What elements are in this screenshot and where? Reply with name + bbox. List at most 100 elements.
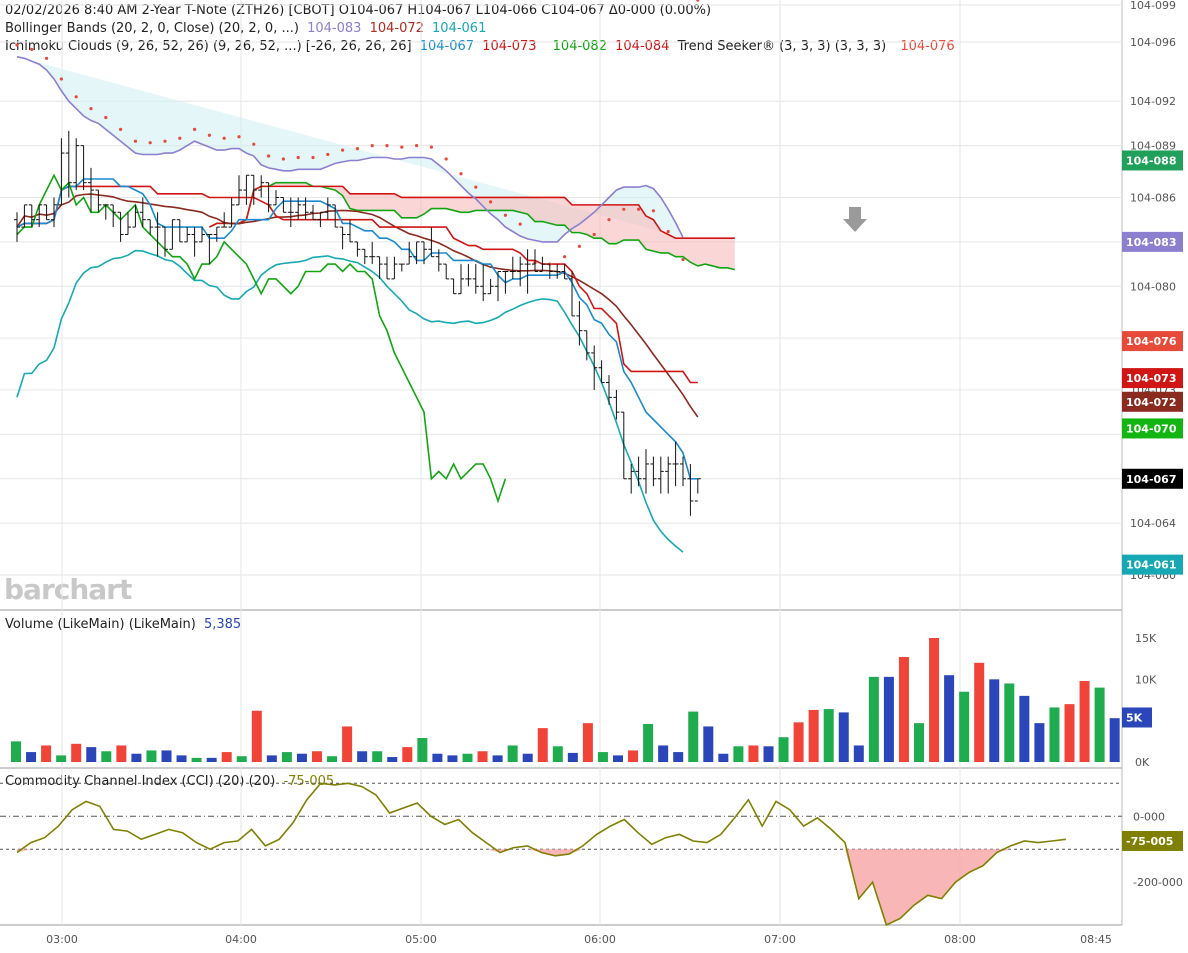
ohlc-bar: [51, 197, 57, 228]
time-tick-label: 03:00: [46, 933, 78, 946]
ohlc-bar: [509, 256, 516, 279]
ichimoku-legend-label: Ichimoku Clouds (9, 26, 52, 26) (9, 26, …: [5, 39, 412, 54]
svg-text:104-070: 104-070: [1126, 422, 1177, 435]
volume-bar: [387, 757, 398, 762]
ohlc-bar: [694, 478, 701, 502]
volume-bar: [101, 751, 112, 762]
ichimoku-cloud-fill: [209, 182, 735, 270]
trend-seeker-dot: [296, 155, 300, 160]
ohlc-bar: [236, 175, 242, 206]
volume-bar: [959, 691, 970, 762]
trend-seeker-dot: [193, 127, 197, 131]
volume-bar: [597, 752, 608, 762]
volume-bar: [161, 750, 172, 762]
ohlc-bar: [14, 212, 20, 242]
ohlc-bar: [58, 138, 65, 206]
trend-seeker-dot: [119, 127, 123, 131]
trend-arrow-icon: [843, 207, 867, 232]
trend-seeker-dot: [252, 142, 256, 146]
ohlc-bar: [354, 241, 361, 257]
price-tick-label: 104-099: [1130, 0, 1176, 12]
ichimoku-span-b-line: [209, 185, 735, 239]
price-last-value-badge: 104-083: [1122, 231, 1183, 252]
volume-bar: [56, 755, 67, 762]
ohlc-bar: [184, 227, 191, 243]
volume-bar: [492, 755, 503, 762]
ohlc-bar: [650, 456, 657, 487]
volume-bar: [748, 745, 759, 762]
svg-text:104-067: 104-067: [1126, 473, 1177, 486]
trend-seeker-dot: [415, 144, 419, 148]
trend-seeker-dot: [474, 185, 478, 189]
time-tick-label: 04:00: [225, 933, 257, 946]
ohlc-bar: [458, 264, 464, 295]
volume-bar: [703, 726, 714, 762]
volume-bar: [116, 745, 127, 762]
ohlc-bar: [554, 264, 561, 279]
trend-seeker-dot: [637, 207, 641, 211]
ohlc-bar: [162, 226, 168, 257]
price-last-value-badge: 104-073: [1122, 368, 1183, 389]
ohlc-bar: [532, 249, 538, 272]
trend-seeker-dot: [104, 115, 108, 120]
time-tick-label: 06:00: [584, 933, 616, 946]
trend-seeker-dot: [326, 152, 330, 157]
volume-bar: [432, 753, 443, 762]
ohlc-bar: [213, 226, 220, 242]
bollinger-band-fill: [17, 56, 683, 242]
volume-bar: [507, 745, 518, 762]
volume-bar: [402, 747, 413, 762]
volume-bar: [718, 753, 729, 762]
ohlc-bar: [280, 196, 287, 213]
volume-bar: [296, 753, 307, 762]
trend-seeker-dot: [459, 172, 463, 176]
ohlc-bar: [206, 233, 213, 265]
ohlc-bar: [472, 264, 479, 294]
trend-seeker-dot: [429, 145, 433, 149]
volume-bar: [11, 741, 21, 762]
cci-legend: Commodity Channel Index (CCI) (20) (20) …: [5, 774, 338, 790]
volume-bar: [883, 676, 894, 762]
ohlc-bar: [295, 197, 302, 220]
volume-bar: [477, 751, 488, 762]
trend-seeker-dot: [651, 209, 656, 213]
svg-text:104-061: 104-061: [1126, 559, 1177, 572]
ohlc-bar: [65, 130, 72, 198]
ohlc-bar: [524, 249, 531, 294]
volume-bar: [1094, 687, 1105, 762]
trend-seeker-dot: [133, 139, 137, 143]
barchart-watermark: barchart: [4, 573, 132, 606]
ohlc-bar: [502, 270, 509, 294]
ohlc-bar: [465, 264, 472, 287]
volume-bar: [1004, 683, 1015, 762]
trend-seeker-dot: [222, 136, 226, 140]
volume-bar: [929, 638, 940, 762]
ohlc-bar: [687, 463, 694, 516]
volume-bar: [447, 755, 458, 762]
svg-text:104-076: 104-076: [1126, 335, 1177, 348]
trend-seeker-dot: [30, 47, 34, 52]
time-tick-label: 05:00: [405, 933, 437, 946]
ohlc-bar: [384, 256, 390, 280]
trend-seeker-dot: [163, 139, 167, 143]
volume-bar: [281, 752, 292, 762]
trend-seeker-dot: [577, 244, 582, 248]
volume-bar: [733, 746, 744, 762]
trend-seeker-dot: [237, 135, 241, 139]
ohlc-bar: [324, 197, 331, 220]
bollinger-lower-value: 104-061: [432, 21, 487, 36]
time-tick-label: 08:45: [1080, 933, 1112, 946]
volume-bar: [1049, 707, 1060, 762]
trend-seeker-dot: [503, 213, 507, 217]
ohlc-bar: [117, 211, 124, 242]
trend-seeker-dot: [622, 207, 626, 211]
ohlc-bar: [406, 241, 413, 265]
ohlc-bar: [398, 263, 405, 272]
volume-bar: [206, 757, 217, 762]
cci-legend-label: Commodity Channel Index (CCI) (20) (20): [5, 774, 276, 789]
volume-bar: [628, 750, 639, 762]
ohlc-bar: [243, 174, 250, 205]
trend-seeker-dot: [15, 43, 19, 47]
ohlc-bar: [125, 212, 131, 235]
